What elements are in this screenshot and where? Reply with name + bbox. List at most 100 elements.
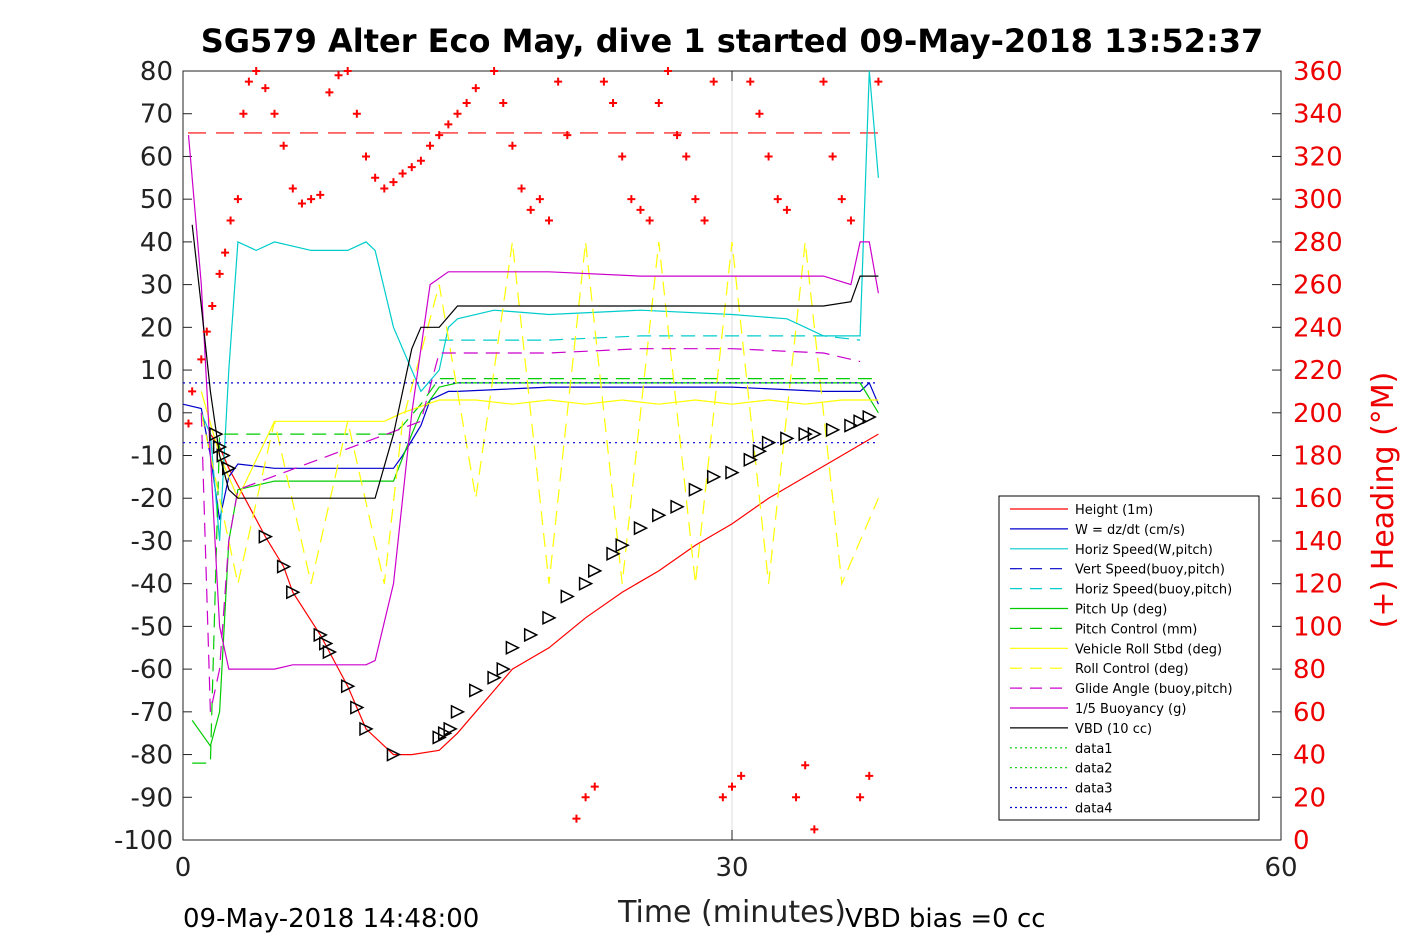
heading-point xyxy=(197,355,206,364)
heading-point xyxy=(837,195,846,204)
direction-marker xyxy=(322,644,338,660)
legend-label-10: 1/5 Buoyancy (g) xyxy=(1075,702,1186,717)
heading-point xyxy=(535,195,544,204)
heading-point xyxy=(435,131,444,140)
direction-marker xyxy=(469,683,484,698)
direction-marker xyxy=(578,576,594,591)
chart-title: SG579 Alter Eco May, dive 1 started 09-M… xyxy=(201,22,1264,60)
heading-point xyxy=(682,152,691,161)
x-axis-label: Time (minutes) xyxy=(617,895,846,930)
left-tick-label: 20 xyxy=(140,313,173,343)
left-tick-label: -20 xyxy=(131,484,173,514)
heading-point xyxy=(709,77,718,86)
direction-marker xyxy=(615,538,630,553)
right-tick-label: 260 xyxy=(1293,271,1343,301)
direction-marker xyxy=(606,546,621,561)
heading-point xyxy=(746,77,755,86)
legend-label-8: Roll Control (deg) xyxy=(1075,662,1189,677)
heading-point xyxy=(226,216,235,225)
left-tick-label: -70 xyxy=(131,698,173,728)
heading-point xyxy=(609,99,618,108)
heading-point xyxy=(208,301,217,310)
heading-point xyxy=(691,195,700,204)
direction-marker xyxy=(216,448,231,463)
heading-point xyxy=(590,782,599,791)
series-line-1 xyxy=(182,381,879,520)
heading-point xyxy=(471,84,480,93)
heading-point xyxy=(244,77,253,86)
legend-items: Height (1m) W = dz/dt (cm/s) Horiz Speed(W… xyxy=(1010,503,1233,817)
heading-point xyxy=(517,184,526,193)
right-tick-label: 320 xyxy=(1293,142,1343,172)
heading-point xyxy=(618,152,627,161)
direction-marker xyxy=(496,661,511,677)
footer-vbd-bias: VBD bias =0 cc xyxy=(845,904,1046,934)
legend-label-4: Horiz Speed(buoy,pitch) xyxy=(1075,583,1232,598)
right-tick-label: 60 xyxy=(1293,698,1326,728)
right-axis-ticks: 3603403203002802602402202001801601401201… xyxy=(1272,57,1343,856)
direction-marker xyxy=(688,482,704,497)
left-tick-label: 0 xyxy=(156,399,173,429)
heading-point xyxy=(828,152,837,161)
right-tick-label: 280 xyxy=(1293,228,1343,258)
heading-point xyxy=(188,387,197,396)
direction-marker xyxy=(588,563,603,579)
heading-point xyxy=(343,67,352,75)
heading-point xyxy=(654,99,663,108)
series-line-2 xyxy=(200,70,879,541)
heading-point xyxy=(184,419,193,428)
series-line-10 xyxy=(187,135,879,670)
heading-point xyxy=(645,216,654,225)
direction-marker xyxy=(743,452,758,467)
direction-marker xyxy=(807,426,823,442)
left-tick-label: 30 xyxy=(140,271,173,301)
legend-label-11: VBD (10 cc) xyxy=(1075,722,1152,737)
direction-marker xyxy=(853,414,868,429)
heading-point xyxy=(426,141,435,150)
heading-point xyxy=(663,67,672,75)
left-tick-label: 80 xyxy=(140,57,173,87)
heading-point xyxy=(261,84,270,93)
legend-label-6: Pitch Control (mm) xyxy=(1075,622,1197,637)
heading-point xyxy=(865,771,874,780)
direction-marker xyxy=(276,559,292,574)
direction-marker xyxy=(505,640,521,655)
legend-label-1: W = dz/dt (cm/s) xyxy=(1075,523,1185,538)
heading-point xyxy=(581,793,590,802)
heading-points xyxy=(184,67,883,834)
direction-marker xyxy=(487,670,502,685)
heading-point xyxy=(563,131,572,140)
heading-point xyxy=(380,184,389,193)
legend-label-2: Horiz Speed(W,pitch) xyxy=(1075,543,1213,558)
heading-point xyxy=(362,152,370,161)
legend-label-7: Vehicle Roll Stbd (deg) xyxy=(1075,642,1222,657)
heading-point xyxy=(773,195,782,204)
legend-label-14: data3 xyxy=(1075,782,1113,797)
direction-marker xyxy=(258,529,274,544)
series-line-4 xyxy=(439,335,861,341)
heading-point xyxy=(316,190,325,199)
heading-point xyxy=(801,761,810,770)
heading-point xyxy=(490,67,499,75)
right-tick-label: 180 xyxy=(1293,442,1343,472)
series-layer xyxy=(182,70,879,764)
right-tick-label: 240 xyxy=(1293,313,1343,343)
right-tick-label: 300 xyxy=(1293,185,1343,215)
left-tick-label: -60 xyxy=(131,655,173,685)
heading-point xyxy=(453,109,462,118)
direction-marker xyxy=(350,700,365,715)
heading-point xyxy=(554,77,563,86)
direction-marker xyxy=(706,469,722,485)
heading-point xyxy=(352,109,361,118)
left-tick-label: 10 xyxy=(140,356,173,386)
heading-point xyxy=(297,199,306,208)
direction-marker xyxy=(560,589,575,604)
direction-marker xyxy=(825,422,841,438)
footer-timestamp: 09-May-2018 14:48:00 xyxy=(183,904,479,934)
heading-point xyxy=(846,216,855,225)
left-tick-label: -90 xyxy=(131,783,173,813)
legend-label-3: Vert Speed(buoy,pitch) xyxy=(1075,563,1225,578)
series-line-11 xyxy=(191,224,879,499)
right-tick-label: 20 xyxy=(1293,783,1326,813)
legend: Height (1m) W = dz/dt (cm/s) Horiz Speed(W… xyxy=(998,495,1260,821)
